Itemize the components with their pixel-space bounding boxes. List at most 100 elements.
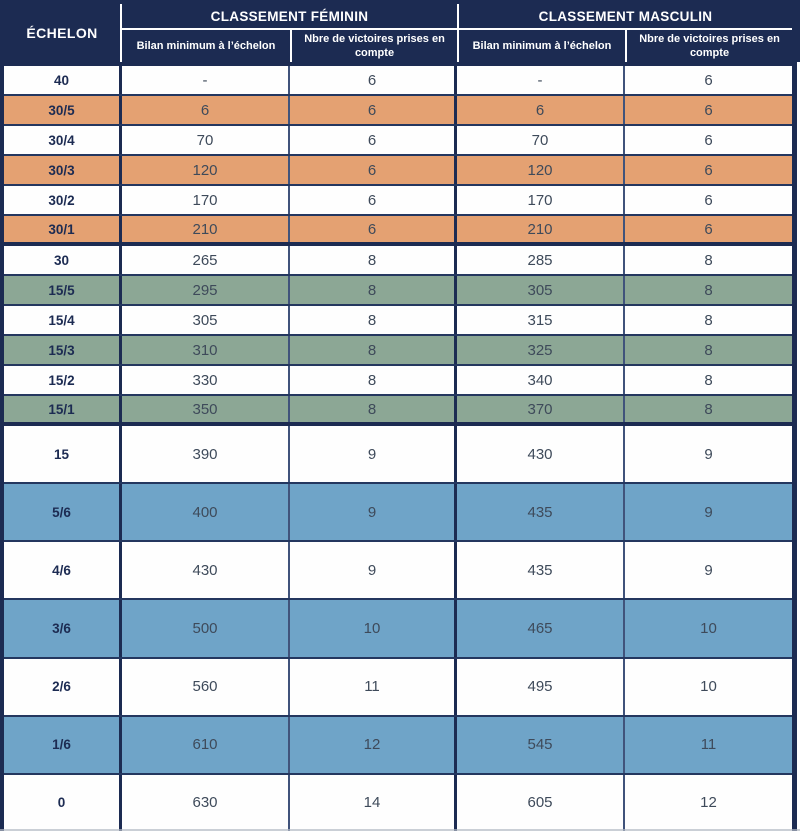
masculin-victoires-cell: 6 bbox=[704, 191, 713, 209]
feminin-bilan-cell: 310 bbox=[122, 336, 290, 364]
echelon-cell: 15 bbox=[4, 426, 122, 483]
masculin-victoires-cell: 8 bbox=[704, 371, 713, 389]
masculin-bilan-cell: 70 bbox=[457, 126, 625, 154]
table-row: 15/1 350 8 370 8 bbox=[4, 396, 792, 426]
feminin-victoires-cell: 8 bbox=[290, 246, 457, 274]
masculin-bilan-cell: 305 bbox=[457, 276, 625, 304]
masculin-bilan-cell: 545 bbox=[457, 716, 625, 773]
echelon-cell: 0 bbox=[4, 774, 122, 831]
feminin-bilan-cell: 330 bbox=[122, 366, 290, 394]
feminin-bilan-cell: 70 bbox=[122, 126, 290, 154]
masculin-bilan-cell: 605 bbox=[457, 774, 625, 831]
masculin-victoires-cell: 8 bbox=[704, 400, 713, 418]
feminin-bilan-cell: 610 bbox=[122, 716, 290, 773]
masculin-victoires-cell: 6 bbox=[704, 131, 713, 149]
masculin-bilan-cell: 6 bbox=[457, 96, 625, 124]
table-row: 15/3 310 8 325 8 bbox=[4, 336, 792, 366]
echelon-cell: 1/6 bbox=[4, 716, 122, 773]
feminin-bilan-cell: - bbox=[122, 66, 290, 94]
feminin-victoires-cell: 9 bbox=[290, 426, 457, 483]
feminin-bilan-cell: 265 bbox=[122, 246, 290, 274]
echelon-cell: 30 bbox=[4, 246, 122, 274]
echelon-cell: 30/5 bbox=[4, 96, 122, 124]
masculin-victoires-cell: 8 bbox=[704, 251, 713, 269]
group-header-masculin: CLASSEMENT MASCULIN bbox=[457, 4, 792, 30]
masculin-bilan-cell: 210 bbox=[457, 216, 625, 242]
masculin-victoires-cell: 8 bbox=[704, 311, 713, 329]
feminin-victoires-cell: 6 bbox=[290, 186, 457, 214]
masculin-bilan-cell: 435 bbox=[457, 484, 625, 541]
echelon-cell: 3/6 bbox=[4, 600, 122, 657]
table-row: 15/4 305 8 315 8 bbox=[4, 306, 792, 336]
masculin-victoires-cell: 11 bbox=[700, 736, 717, 754]
table-row: 30/1 210 6 210 6 bbox=[4, 216, 792, 246]
table-row: 2/6 560 11 495 10 bbox=[4, 658, 792, 717]
masculin-victoires-cell: 10 bbox=[700, 678, 717, 696]
echelon-cell: 30/2 bbox=[4, 186, 122, 214]
masculin-victoires-cell: 6 bbox=[704, 220, 713, 238]
masculin-victoires-cell: 8 bbox=[704, 281, 713, 299]
table-row: 30 265 8 285 8 bbox=[4, 246, 792, 276]
masculin-bilan-cell: 285 bbox=[457, 246, 625, 274]
echelon-cell: 40 bbox=[4, 66, 122, 94]
feminin-bilan-cell: 560 bbox=[122, 658, 290, 715]
subheader-feminin-bilan: Bilan minimum à l’échelon bbox=[136, 39, 276, 52]
feminin-bilan-cell: 390 bbox=[122, 426, 290, 483]
echelon-cell: 30/4 bbox=[4, 126, 122, 154]
table-row: 30/3 120 6 120 6 bbox=[4, 156, 792, 186]
masculin-victoires-cell: 6 bbox=[704, 101, 713, 119]
echelon-cell: 4/6 bbox=[4, 542, 122, 599]
echelon-cell: 15/3 bbox=[4, 336, 122, 364]
masculin-victoires-cell: 6 bbox=[704, 71, 713, 89]
table-row: 15/2 330 8 340 8 bbox=[4, 366, 792, 396]
masculin-bilan-cell: 315 bbox=[457, 306, 625, 334]
echelon-cell: 15/2 bbox=[4, 366, 122, 394]
feminin-victoires-cell: 8 bbox=[290, 366, 457, 394]
subheader-masculin-bilan: Bilan minimum à l’échelon bbox=[457, 30, 625, 62]
masculin-bilan-cell: 370 bbox=[457, 396, 625, 422]
table-header: ÉCHELON CLASSEMENT FÉMININ CLASSEMENT MA… bbox=[4, 4, 792, 66]
masculin-victoires-cell: 9 bbox=[704, 561, 713, 579]
masculin-bilan-cell: - bbox=[457, 66, 625, 94]
feminin-bilan-cell: 210 bbox=[122, 216, 290, 242]
masculin-victoires-cell: 9 bbox=[704, 503, 713, 521]
feminin-victoires-cell: 6 bbox=[290, 126, 457, 154]
masculin-victoires-cell: 8 bbox=[704, 341, 713, 359]
masculin-bilan-cell: 495 bbox=[457, 658, 625, 715]
masculin-victoires-cell: 9 bbox=[704, 445, 713, 463]
table-row: 3/6 500 10 465 10 bbox=[4, 600, 792, 659]
masculin-victoires-cell: 6 bbox=[704, 161, 713, 179]
feminin-bilan-cell: 295 bbox=[122, 276, 290, 304]
table-row: 15 390 9 430 9 bbox=[4, 426, 792, 485]
feminin-bilan-cell: 120 bbox=[122, 156, 290, 184]
table-row: 30/2 170 6 170 6 bbox=[4, 186, 792, 216]
feminin-victoires-cell: 6 bbox=[290, 66, 457, 94]
feminin-bilan-cell: 350 bbox=[122, 396, 290, 422]
table-row: 40 - 6 - 6 bbox=[4, 66, 792, 96]
feminin-bilan-cell: 170 bbox=[122, 186, 290, 214]
table-row: 5/6 400 9 435 9 bbox=[4, 484, 792, 543]
echelon-cell: 2/6 bbox=[4, 658, 122, 715]
masculin-bilan-cell: 435 bbox=[457, 542, 625, 599]
echelon-cell: 15/1 bbox=[4, 396, 122, 422]
table-row: 30/5 6 6 6 6 bbox=[4, 96, 792, 126]
subheader-feminin-victoires: Nbre de victoires prises en compte bbox=[290, 30, 457, 62]
masculin-victoires-cell: 12 bbox=[700, 794, 717, 812]
masculin-bilan-cell: 120 bbox=[457, 156, 625, 184]
feminin-victoires-cell: 6 bbox=[290, 156, 457, 184]
echelon-cell: 15/4 bbox=[4, 306, 122, 334]
masculin-victoires-cell: 10 bbox=[700, 619, 717, 637]
feminin-victoires-cell: 8 bbox=[290, 276, 457, 304]
feminin-victoires-cell: 11 bbox=[290, 658, 457, 715]
echelon-cell: 30/3 bbox=[4, 156, 122, 184]
feminin-victoires-cell: 8 bbox=[290, 306, 457, 334]
masculin-bilan-cell: 465 bbox=[457, 600, 625, 657]
echelon-header: ÉCHELON bbox=[4, 4, 122, 62]
echelon-cell: 15/5 bbox=[4, 276, 122, 304]
group-header-feminin: CLASSEMENT FÉMININ bbox=[122, 4, 457, 30]
echelon-cell: 5/6 bbox=[4, 484, 122, 541]
feminin-victoires-cell: 8 bbox=[290, 396, 457, 422]
table-row: 30/4 70 6 70 6 bbox=[4, 126, 792, 156]
